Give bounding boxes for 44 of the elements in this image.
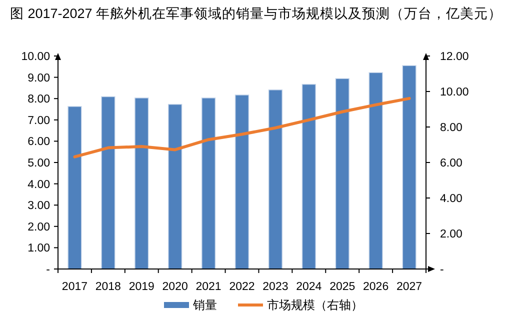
x-tick-label: 2018 — [95, 281, 121, 293]
legend-label: 市场规模（右轴） — [267, 298, 363, 312]
x-tick-label: 2024 — [296, 281, 322, 293]
y-tick-label: - — [46, 264, 50, 276]
bar — [368, 72, 383, 270]
line-series — [73, 96, 411, 158]
bar — [335, 78, 350, 270]
y-tick-label: 7.00 — [28, 114, 50, 127]
x-tick-label: 2026 — [363, 281, 389, 293]
y-tick-label: 6.00 — [28, 136, 50, 148]
x-tick-label: 2023 — [262, 281, 288, 293]
y-tick-label: 10.00 — [21, 51, 50, 63]
y2-tick-label: 4.00 — [440, 193, 462, 205]
y-tick-label: 8.00 — [28, 94, 50, 106]
y2-tick-label: 2.00 — [440, 228, 462, 240]
bar — [134, 98, 149, 270]
bar — [302, 84, 316, 270]
y-tick-label: 9.00 — [28, 72, 50, 84]
y2-tick-label: - — [440, 264, 444, 276]
x-tick-label: 2020 — [162, 281, 188, 293]
y2-tick-label: 6.00 — [440, 158, 462, 170]
x-tick-label: 2025 — [330, 281, 356, 293]
bar — [168, 104, 182, 270]
x-tick-label: 2027 — [396, 281, 422, 293]
bar — [268, 89, 283, 270]
bar — [201, 98, 216, 270]
bar — [101, 96, 116, 270]
y2-tick-label: 8.00 — [440, 122, 462, 134]
bar — [234, 94, 250, 270]
y2-tick-label: 10.00 — [440, 86, 469, 98]
x-tick-label: 2017 — [62, 281, 88, 293]
x-tick-label: 2019 — [128, 281, 154, 293]
y2-tick-label: 12.00 — [440, 51, 469, 63]
x-tick-label: 2021 — [196, 281, 222, 293]
chart-title: 图 2017-2027 年舷外机在军事领域的销量与市场规模以及预测（万台，亿美元） — [10, 6, 502, 21]
x-tick-label: 2022 — [229, 281, 255, 293]
bar — [402, 65, 416, 270]
legend-label: 销量 — [192, 298, 217, 312]
bar — [68, 106, 82, 270]
y-tick-label: 3.00 — [28, 200, 50, 212]
y-tick-label: 2.00 — [28, 221, 50, 234]
y-tick-label: 4.00 — [28, 178, 50, 191]
y-tick-label: 5.00 — [28, 158, 50, 170]
y-tick-label: 1.00 — [28, 242, 50, 255]
